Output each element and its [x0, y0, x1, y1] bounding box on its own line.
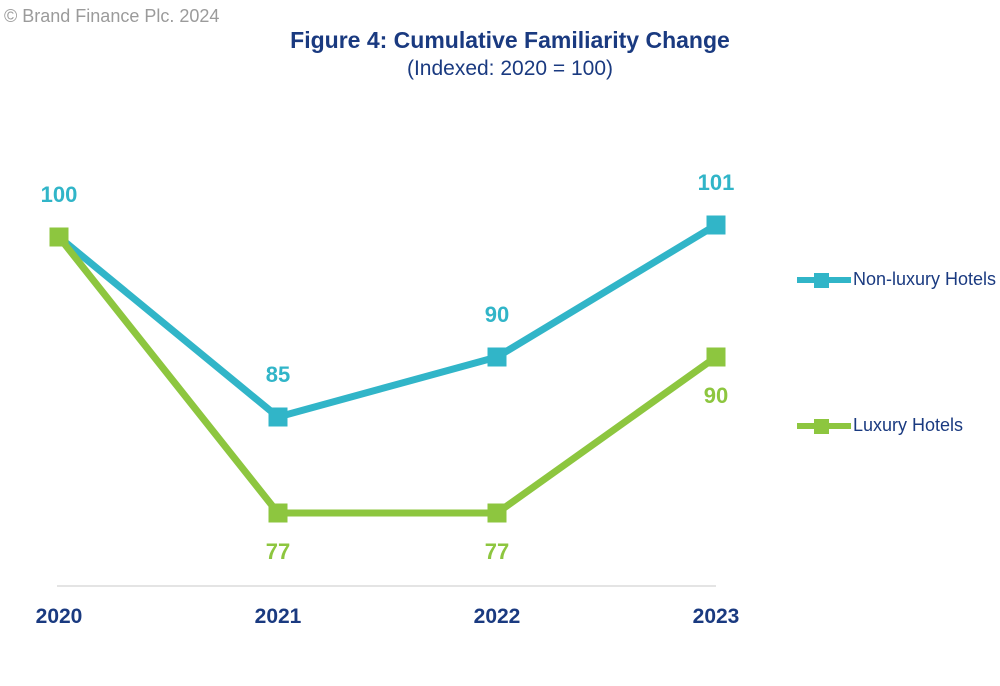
- data-point-label: 90: [704, 383, 728, 408]
- data-point-label: 90: [485, 302, 509, 327]
- data-point-label: 85: [266, 362, 290, 387]
- legend-item-0: Non-luxury Hotels: [797, 269, 996, 290]
- data-point-marker: [706, 347, 726, 367]
- data-point-label: 77: [266, 539, 290, 564]
- copyright-notice: © Brand Finance Plc. 2024: [4, 6, 220, 26]
- legend-marker-icon: [797, 418, 851, 434]
- data-point-marker: [268, 503, 288, 523]
- figure-subtitle: (Indexed: 2020 = 100): [406, 57, 614, 80]
- series-line-0: [56, 222, 718, 421]
- x-axis-label: 2020: [35, 605, 83, 628]
- data-point-label: 101: [698, 170, 735, 195]
- data-point-marker: [49, 227, 69, 247]
- x-axis-label: 2022: [473, 605, 521, 628]
- data-point-marker: [706, 215, 726, 235]
- legend-label: Luxury Hotels: [853, 415, 964, 435]
- x-axis-label: 2021: [254, 605, 302, 628]
- figure-title: Figure 4: Cumulative Familiarity Change: [290, 27, 730, 53]
- legend-label: Non-luxury Hotels: [853, 269, 997, 289]
- data-point-marker: [487, 347, 507, 367]
- data-point-label: 77: [485, 539, 509, 564]
- x-axis-label: 2023: [692, 605, 740, 628]
- data-point-marker: [268, 407, 288, 427]
- legend-item-1: Luxury Hotels: [797, 415, 963, 436]
- legend-marker-icon: [797, 272, 851, 288]
- data-point-label: 100: [41, 182, 78, 207]
- series-line-1: [56, 234, 719, 517]
- data-point-marker: [487, 503, 507, 523]
